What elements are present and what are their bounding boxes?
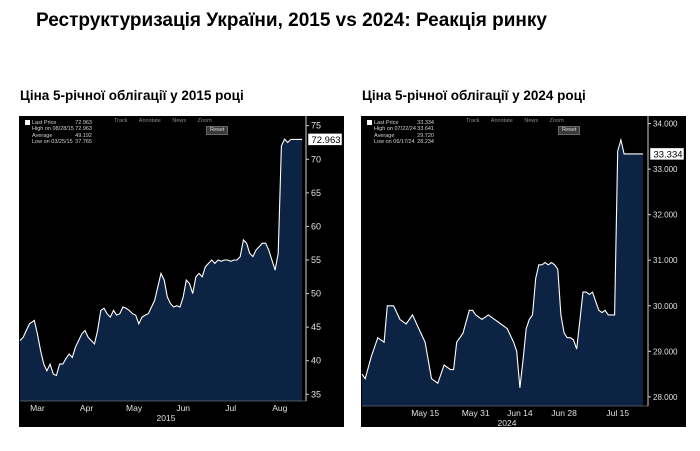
- y-tick-label: 75: [311, 121, 321, 131]
- price-area: [362, 139, 643, 406]
- y-tick-label: 35: [311, 389, 321, 399]
- annotate-button[interactable]: Annotate: [490, 118, 513, 124]
- reset-button[interactable]: Reset: [558, 126, 581, 135]
- chart-legend: Last Price 33.334 High on 07/22/24 33.641 …: [367, 120, 434, 146]
- legend-row: Last Price 72.963: [25, 120, 92, 126]
- price-line: [19, 138, 302, 377]
- x-axis-year-label: 2015: [157, 413, 176, 423]
- chart-legend: Last Price 72.963 High on 08/28/15 72.963 …: [25, 120, 92, 146]
- legend-row: Low on 06/17/24 28.234: [374, 139, 434, 146]
- last-price-label: 72.963: [311, 135, 340, 146]
- x-tick-label: Jul: [225, 403, 236, 413]
- chart-2024[interactable]: 28.000 29.000 30.000 31.000 32.000 33.000 34.0…: [361, 116, 686, 427]
- x-tick-label: May 15: [411, 408, 439, 418]
- chart-toolbar: Track Annotate News Zoom: [466, 118, 574, 124]
- y-tick-label: 34.000: [653, 120, 678, 129]
- legend-row: Average 49.192: [32, 132, 92, 139]
- chart-panel-2024[interactable]: 28.000 29.000 30.000 31.000 32.000 33.000 34.0…: [361, 116, 686, 427]
- chart-2015[interactable]: 35 40 45 50 55 60 65 70 75 Mar Apr May Jun Jul Aug 2015…: [19, 116, 344, 427]
- legend-swatch-icon: [25, 120, 30, 125]
- news-button[interactable]: News: [524, 118, 539, 124]
- x-tick-label: May: [126, 403, 143, 413]
- y-tick-label: 65: [311, 188, 321, 198]
- last-price-box: [649, 147, 685, 161]
- legend-row: Low on 03/25/15 37.765: [32, 139, 92, 146]
- x-tick-label: Jun: [176, 403, 190, 413]
- legend-swatch-icon: [367, 120, 372, 125]
- x-tick-label: Jun 14: [507, 408, 533, 418]
- x-tick-label: Jun 28: [551, 408, 577, 418]
- news-button[interactable]: News: [172, 118, 187, 124]
- chart-title-2015: Ціна 5-річної облігації у 2015 році: [20, 88, 244, 103]
- track-button[interactable]: Track: [466, 118, 480, 124]
- track-button[interactable]: Track: [114, 118, 128, 124]
- annotate-button[interactable]: Annotate: [138, 118, 161, 124]
- y-tick-label: 28.000: [653, 393, 678, 402]
- y-tick-label: 33.000: [653, 165, 678, 174]
- y-tick-label: 32.000: [653, 211, 678, 220]
- price-line: [361, 137, 643, 388]
- legend-row: Last Price 33.334: [367, 120, 434, 126]
- x-tick-label: Aug: [272, 403, 287, 413]
- page-title: Реструктуризація України, 2015 vs 2024: …: [36, 10, 547, 31]
- legend-row: High on 08/28/15 72.963: [32, 126, 92, 133]
- x-tick-label: Apr: [80, 403, 93, 413]
- y-tick-label: 29.000: [653, 347, 678, 356]
- y-tick-label: 31.000: [653, 256, 678, 265]
- y-tick-label: 40: [311, 356, 321, 366]
- y-tick-label: 45: [311, 322, 321, 332]
- chart-title-2024: Ціна 5-річної облігації у 2024 році: [362, 88, 586, 103]
- last-price-label: 33.334: [653, 149, 682, 160]
- chart-toolbar: Track Annotate News Zoom: [114, 118, 222, 124]
- zoom-button[interactable]: Zoom: [549, 118, 564, 124]
- x-tick-label: Mar: [30, 403, 45, 413]
- reset-button[interactable]: Reset: [206, 126, 229, 135]
- x-axis-year-label: 2024: [498, 418, 517, 427]
- price-area: [20, 139, 302, 401]
- y-tick-label: 30.000: [653, 302, 678, 311]
- y-tick-label: 60: [311, 221, 321, 231]
- x-tick-label: May 31: [462, 408, 490, 418]
- y-tick-label: 55: [311, 255, 321, 265]
- zoom-button[interactable]: Zoom: [197, 118, 212, 124]
- legend-row: High on 07/22/24 33.641: [374, 126, 434, 133]
- chart-panel-2015[interactable]: 35 40 45 50 55 60 65 70 75 Mar Apr May Jun Jul Aug 2015…: [19, 116, 344, 427]
- legend-row: Average 29.720: [374, 132, 434, 139]
- y-tick-label: 50: [311, 289, 321, 299]
- last-price-box: [307, 133, 343, 146]
- x-tick-label: Jul 15: [606, 408, 629, 418]
- y-tick-label: 70: [311, 154, 321, 164]
